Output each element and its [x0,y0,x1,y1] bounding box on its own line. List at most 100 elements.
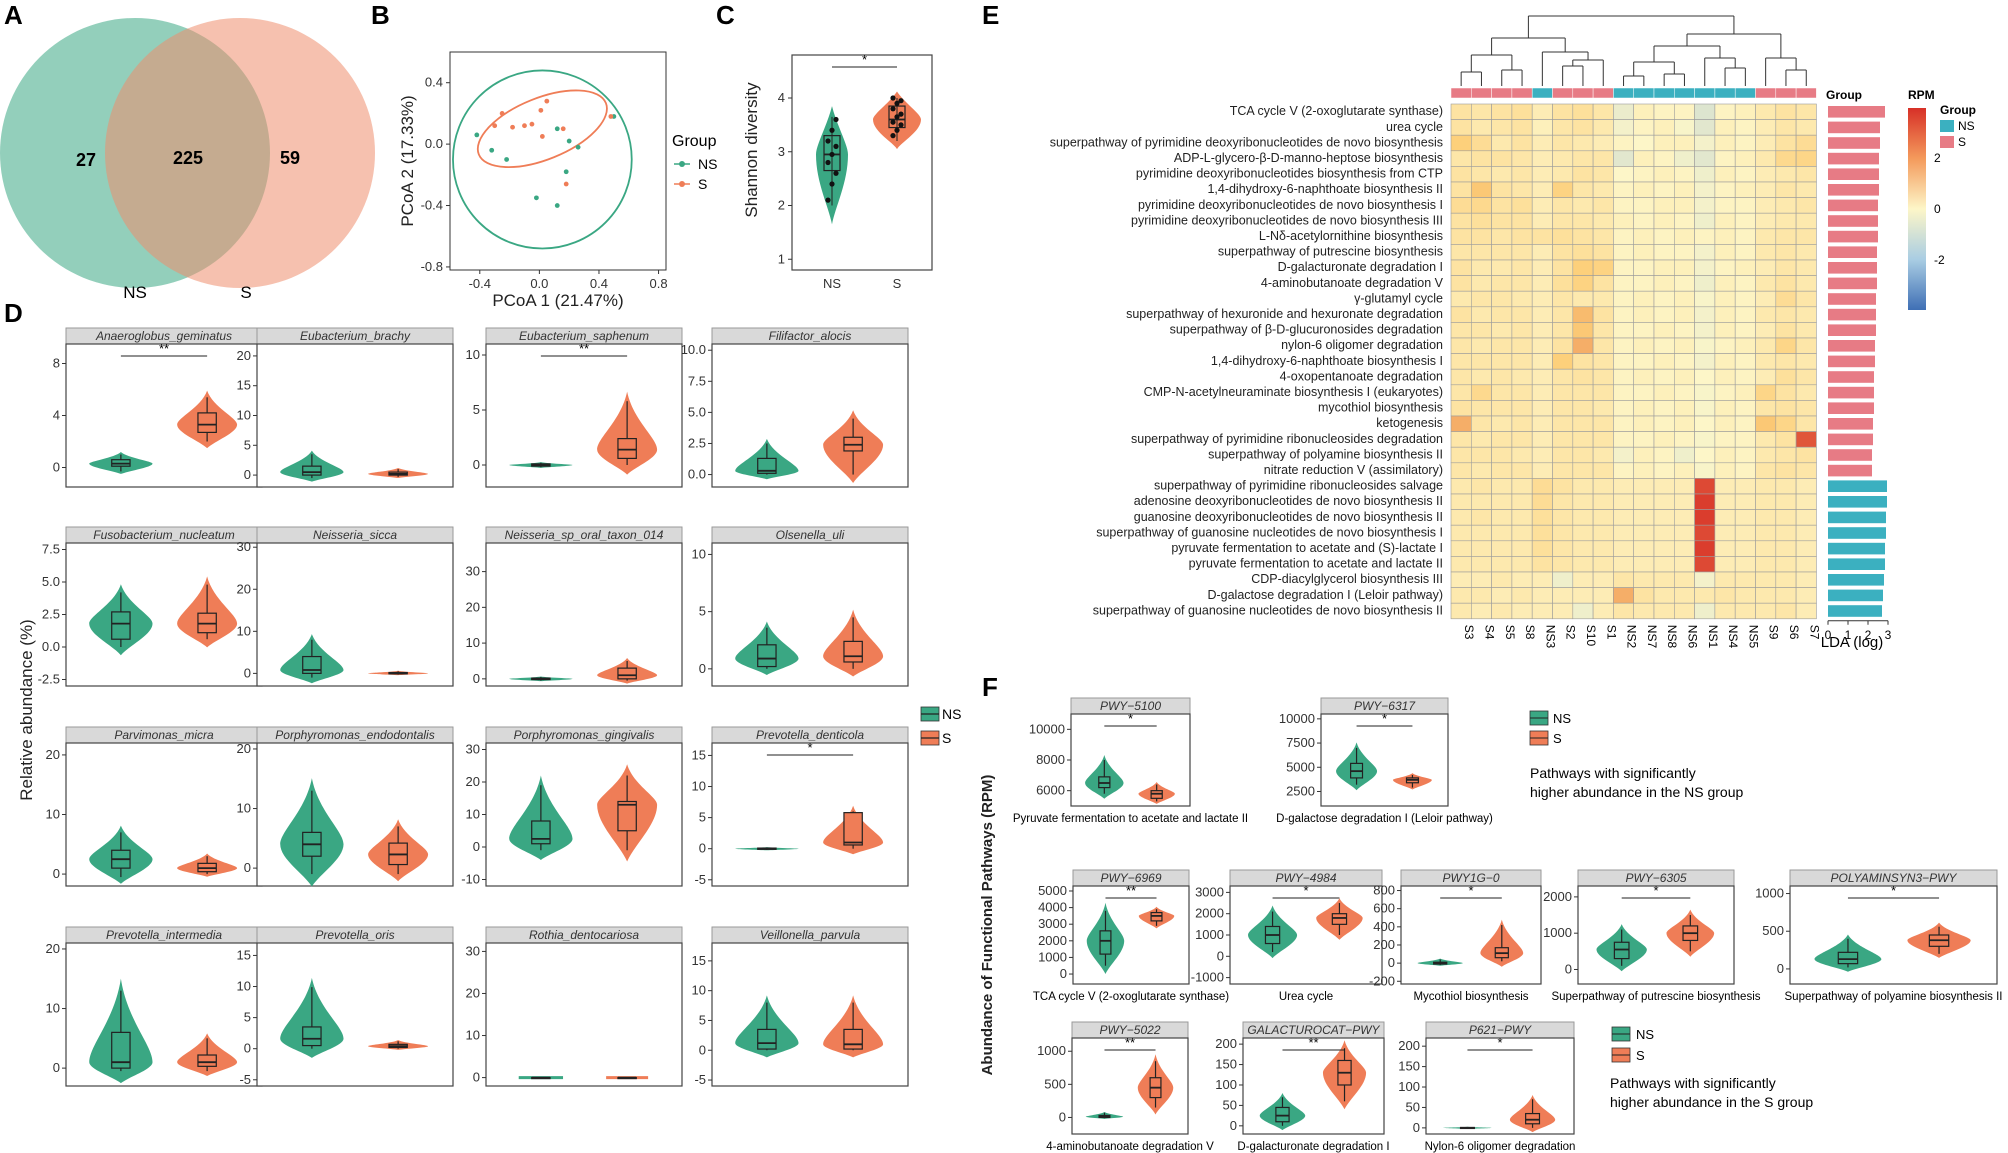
pcoa-xtick-label: -0.4 [469,276,491,291]
heatmap-col-label: NS5 [1746,625,1760,649]
box-ns [111,611,131,640]
ytick-label: -200 [1369,973,1395,988]
heatmap-cell [1674,181,1695,198]
shannon-point [829,127,835,133]
heatmap-cell [1552,384,1574,401]
heatmap-cell [1592,103,1614,120]
heatmap-cell [1633,275,1655,292]
heatmap-cell [1552,493,1574,510]
ytick-label: -2.5 [38,672,60,687]
heatmap-cell [1471,244,1492,261]
heatmap-cell [1674,244,1695,261]
heatmap-cell [1511,134,1533,152]
heatmap-cell [1795,400,1817,417]
facet-title: Rothia_dentocariosa [529,928,639,942]
facet-frame [485,542,683,687]
heatmap-row-label: 4-aminobutanoate degradation V [1261,276,1444,290]
ytick-label: 15 [692,747,706,762]
heatmap-cell [1613,446,1635,464]
heatmap-cell [1653,446,1675,464]
heatmap-cell [1511,524,1533,542]
heatmap-cell [1714,509,1736,526]
heatmap-cell [1511,368,1533,386]
heatmap-cell [1511,259,1533,276]
heatmap-cell [1572,322,1594,339]
heatmap-cell [1755,244,1777,261]
pcoa-ytick-label: -0.8 [421,259,443,274]
heatmap-row-label: 4-oxopentanoate degradation [1280,369,1443,383]
facet-title: Neisseria_sicca [313,528,397,542]
ytick-label: 2000 [1543,889,1572,904]
pcoa-point-ns [566,138,572,144]
ytick-label: 20 [466,774,480,789]
heatmap-cell [1775,431,1797,448]
col-annotation-s [1450,87,1472,99]
ytick-label: 10 [692,983,706,998]
heatmap-cell [1491,119,1513,136]
heatmap-cell [1694,228,1716,245]
heatmap-cell [1491,259,1513,276]
heatmap-cell [1755,212,1777,230]
venn-label-s: S [240,283,251,302]
heatmap-cell [1714,415,1736,432]
heatmap-cell [1471,212,1492,230]
ytick-label: -10 [461,872,480,887]
ytick-label: 200 [1215,1036,1237,1051]
heatmap-cell [1633,150,1655,167]
heatmap-cell [1613,212,1635,230]
ytick-label: 10 [466,807,480,822]
pcoa-point-s [499,111,505,116]
ytick-label: 1000 [1543,925,1572,940]
heatmap-col-label: S7 [1807,625,1821,640]
facet-title: PWY1G−0 [1442,871,1499,885]
heatmap-cell [1491,197,1513,214]
shannon-point [890,133,896,139]
heatmap-cell [1552,446,1574,464]
heatmap-cell [1491,290,1513,308]
heatmap-cell [1471,431,1492,448]
facet-title: Prevotella_denticola [756,728,864,742]
heatmap-cell [1714,571,1736,588]
heatmap-cell [1734,493,1756,510]
heatmap-cell [1450,353,1472,370]
box-s [197,412,217,433]
facet-title: PWY−6317 [1354,699,1416,713]
pcoa-ylabel: PCoA 2 (17.33%) [398,95,417,226]
pathway-xlabel: 4-aminobutanoate degradation V [1046,1141,1214,1153]
lda-bar [1828,418,1873,430]
heatmap-cell [1653,368,1675,386]
heatmap-cell [1694,556,1716,573]
facet-anaeroglobus_geminatus: Anaeroglobus_geminatus 0 4 8 ** [53,327,263,488]
heatmap-cell [1592,509,1614,526]
heatmap-cell [1511,322,1533,339]
heatmap-cell [1795,134,1817,152]
heatmap-cell [1613,384,1635,401]
heatmap-cell [1531,431,1553,448]
heatmap-cell [1795,166,1817,183]
facet-title: PWY−6969 [1100,871,1161,885]
heatmap-cell [1531,228,1553,245]
ytick-label: 20 [237,741,251,756]
heatmap-cell [1572,353,1594,370]
heatmap-cell [1450,228,1472,245]
heatmap-cell [1450,306,1472,323]
heatmap-cell [1714,556,1736,573]
heatmap-cell [1450,509,1472,526]
pathway-facet-9: P621−PWY 0 50 100 150 200 * Nylon-6 oligomer de… [1398,1021,1575,1153]
pathway-legend-bottom-s: S [1636,1048,1645,1063]
heatmap-cell [1633,556,1655,573]
group-legend-s: S [1958,135,1966,149]
heatmap-cell [1592,384,1614,401]
heatmap-cell [1755,119,1777,136]
heatmap-cell [1552,368,1574,386]
box-ns [111,1031,131,1069]
col-annotation-ns [1633,87,1655,99]
heatmap-cell [1795,275,1817,292]
ytick-label: 1000 [1038,949,1067,964]
heatmap-cell [1511,462,1533,479]
shannon-ytick-label: 3 [778,144,785,159]
heatmap-cell [1795,415,1817,432]
heatmap-cell [1734,212,1756,230]
facet-title: P621−PWY [1469,1023,1532,1037]
heatmap-cell [1592,259,1614,276]
